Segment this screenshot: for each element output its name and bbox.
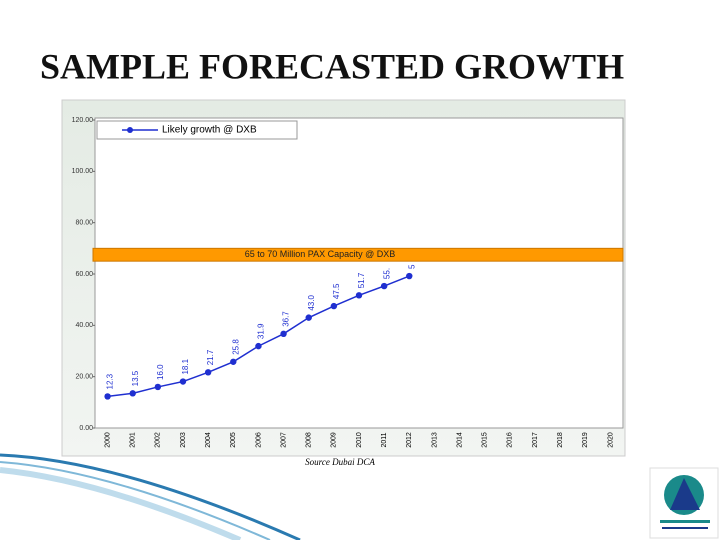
data-label: 16.0 xyxy=(156,364,165,380)
data-label: 43.0 xyxy=(307,295,316,311)
x-tick-label: 2000 xyxy=(104,432,111,448)
plot-area xyxy=(94,117,624,429)
data-label: 21.7 xyxy=(206,349,215,365)
x-tick-label: 2001 xyxy=(130,432,137,448)
data-label: 13.5 xyxy=(131,370,140,386)
y-tick-label: 100.00 xyxy=(72,168,94,175)
data-label: 55. xyxy=(382,268,391,279)
data-point xyxy=(204,369,212,376)
x-tick-label: 2011 xyxy=(381,432,388,447)
x-tick-label: 2017 xyxy=(532,432,539,448)
x-tick-label: 2010 xyxy=(356,432,363,448)
x-tick-label: 2018 xyxy=(557,432,564,448)
y-tick-label: 20.00 xyxy=(75,374,93,381)
x-tick-label: 2008 xyxy=(306,432,313,448)
x-tick-label: 2014 xyxy=(456,432,463,448)
x-tick-label: 2007 xyxy=(280,432,287,448)
x-tick-label: 2015 xyxy=(482,432,489,448)
y-tick-label: 0.00 xyxy=(79,425,93,432)
x-tick-label: 2002 xyxy=(155,432,162,448)
data-label: 36.7 xyxy=(282,311,291,327)
logo xyxy=(649,467,719,539)
data-point xyxy=(406,272,413,280)
data-point xyxy=(355,292,363,299)
legend-marker xyxy=(127,127,133,133)
x-tick-label: 2016 xyxy=(507,432,514,448)
data-point xyxy=(154,383,162,391)
x-tick-label: 2020 xyxy=(607,432,614,448)
data-label: 47.5 xyxy=(332,283,341,299)
data-point xyxy=(129,390,136,397)
x-tick-label: 2012 xyxy=(406,432,413,448)
x-tick-label: 2009 xyxy=(331,432,338,448)
data-point xyxy=(104,393,111,400)
x-tick-label: 2005 xyxy=(230,432,237,448)
capacity-band xyxy=(92,247,624,262)
source: Source Dubai DCA xyxy=(305,457,375,467)
y-tick-label: 60.00 xyxy=(75,271,93,278)
x-tick-label: 2004 xyxy=(205,432,212,448)
data-point xyxy=(305,314,312,321)
data-point xyxy=(230,358,237,365)
legend-box xyxy=(96,120,298,140)
data-point xyxy=(280,330,287,338)
data-label: 18.1 xyxy=(181,358,190,374)
data-label: 25.8 xyxy=(231,339,240,355)
data-label: 51.7 xyxy=(357,272,366,288)
decor xyxy=(0,453,301,543)
x-tick-label: 2013 xyxy=(431,432,438,448)
y-tick-label: 120.00 xyxy=(72,117,94,124)
x-tick-label: 2006 xyxy=(255,432,262,448)
y-tick-label: 40.00 xyxy=(75,322,93,329)
data-point xyxy=(179,378,187,385)
y-tick-label: 80.00 xyxy=(75,220,93,227)
legend-label: Likely growth @ DXB xyxy=(162,125,257,136)
band-label: 65 to 70 Million PAX Capacity @ DXB xyxy=(245,249,396,259)
x-tick-label: 2003 xyxy=(180,432,187,448)
slide-title: SAMPLE FORECASTED GROWTH xyxy=(40,46,624,86)
data-label: 31.9 xyxy=(257,323,266,339)
data-label: 12.3 xyxy=(106,373,115,389)
data-point xyxy=(255,342,262,350)
data-point xyxy=(330,302,338,310)
data-label: 5 xyxy=(407,264,416,269)
x-tick-label: 2019 xyxy=(582,432,589,448)
data-point xyxy=(380,282,388,290)
